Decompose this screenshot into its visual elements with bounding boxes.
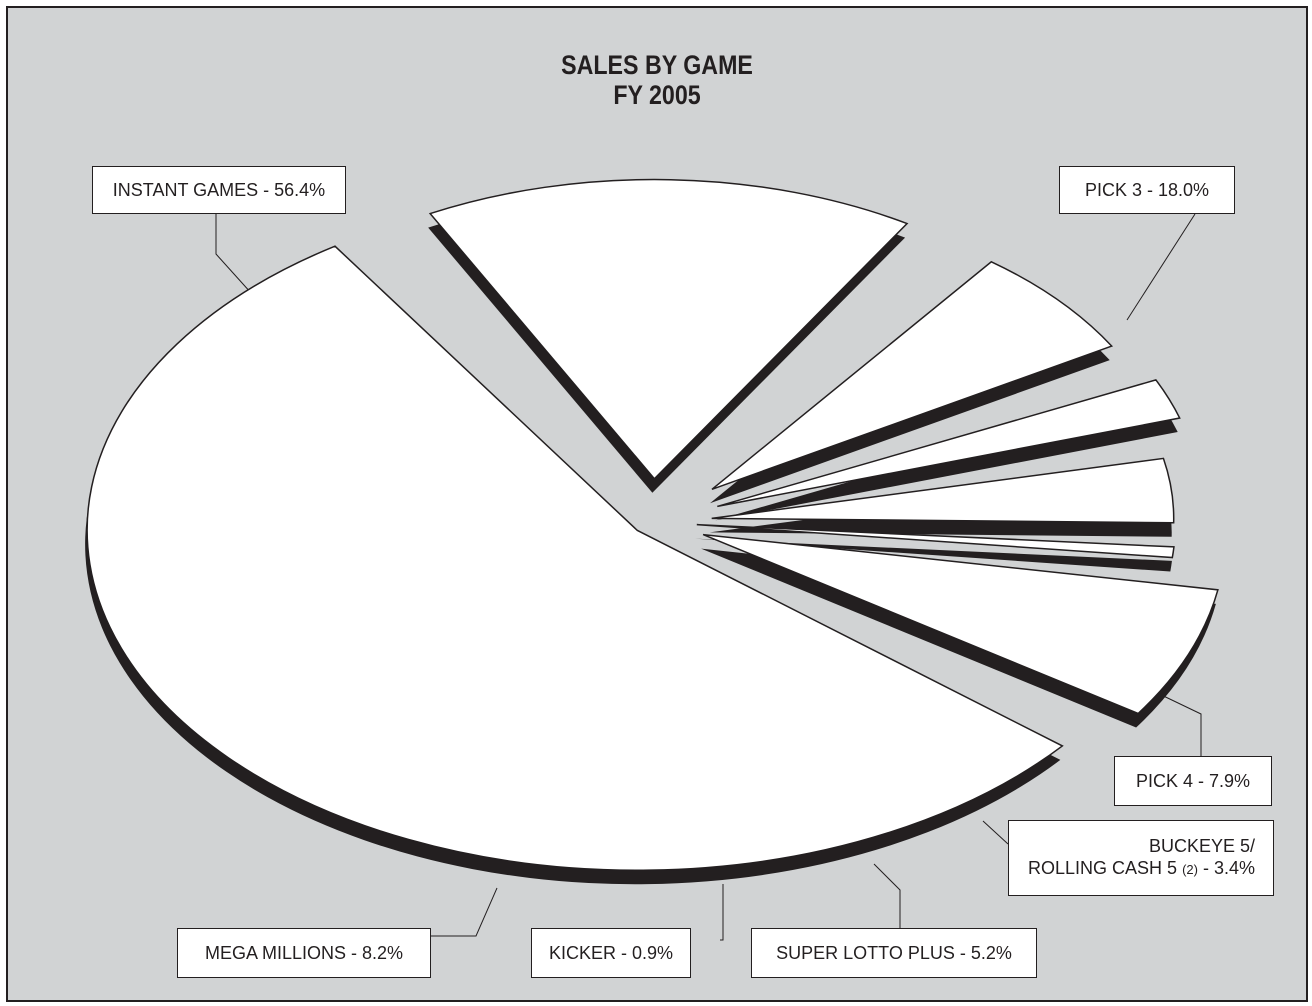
slice-label-buckeye-5-rolling-cash-5: BUCKEYE 5/ ROLLING CASH 5 (2) - 3.4% [1008, 820, 1274, 896]
slice-pick-4 [711, 260, 1114, 490]
chart-title: SALES BY GAME [561, 50, 753, 80]
slice-instant-games [86, 245, 1064, 872]
slice-pick-3 [428, 178, 909, 480]
slice-label-kicker: KICKER - 0.9% [531, 928, 691, 978]
slice-super-lotto-plus [711, 457, 1175, 524]
leader-lines [215, 213, 1202, 941]
slice-kicker [696, 523, 1175, 559]
leader-line-instant-games [215, 214, 253, 295]
slice-label-pick-4: PICK 4 - 7.9% [1114, 756, 1272, 806]
leader-line-mega-millions [425, 887, 498, 937]
slice-label-pick-3: PICK 3 - 18.0% [1059, 166, 1235, 214]
chart-frame: SALES BY GAME FY 2005 INSTANT GAMES - 56… [6, 6, 1308, 1002]
slice-mega-millions [702, 533, 1219, 715]
leader-line-pick-4 [1150, 689, 1202, 756]
slice-buckeye-5-rolling-cash-5 [717, 379, 1181, 508]
chart-title-block: SALES BY GAME FY 2005 [99, 50, 1215, 110]
leader-line-super-lotto-plus [873, 863, 901, 928]
leader-line-pick-3 [1126, 213, 1196, 321]
slice-label-instant-games: INSTANT GAMES - 56.4% [92, 166, 346, 214]
slice-label-mega-millions: MEGA MILLIONS - 8.2% [177, 928, 431, 978]
pie-chart [85, 178, 1219, 941]
leader-line-kicker [720, 884, 724, 941]
slice-label-super-lotto-plus: SUPER LOTTO PLUS - 5.2% [751, 928, 1037, 978]
pie-slices [85, 178, 1219, 885]
leader-line-buckeye-5-rolling-cash-5 [982, 820, 1009, 845]
chart-subtitle: FY 2005 [613, 80, 701, 110]
